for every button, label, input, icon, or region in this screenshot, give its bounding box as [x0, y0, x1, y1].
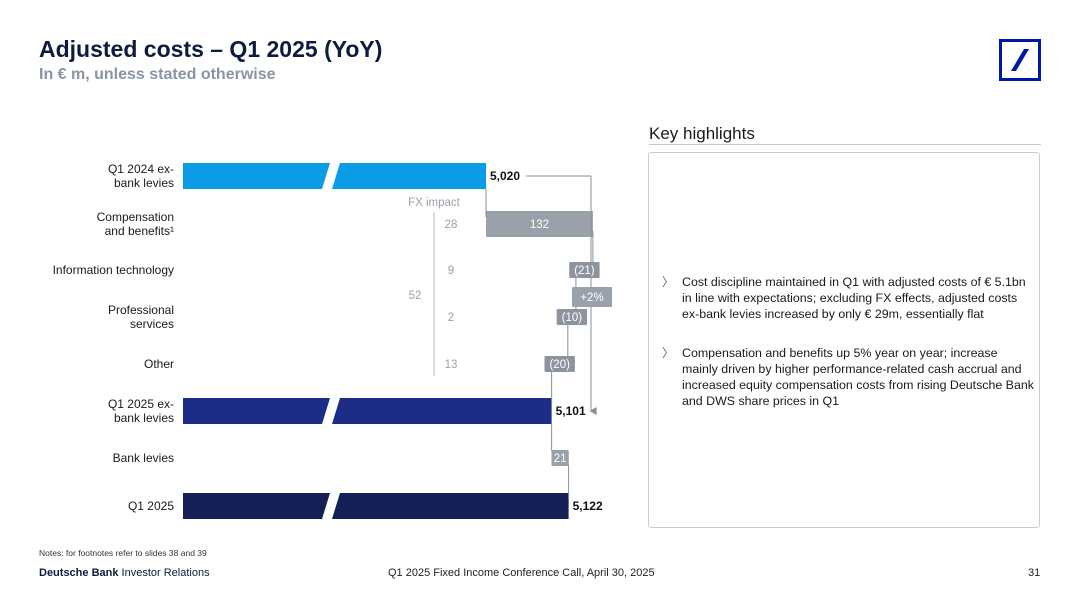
change-badge	[572, 287, 612, 307]
category-label: Compensation	[97, 210, 174, 224]
change-arrow-head	[589, 407, 597, 415]
fx-impact-value: 9	[448, 265, 454, 277]
highlight-text: Compensation and benefits up 5% year on …	[682, 346, 1034, 408]
category-label: and benefits¹	[105, 224, 174, 238]
footer-brand: Deutsche Bank Investor Relations	[39, 567, 210, 579]
category-label: bank levies	[114, 411, 174, 425]
fx-impact-total: 52	[409, 290, 422, 302]
data-label: (20)	[549, 359, 570, 371]
data-label-box	[556, 309, 588, 325]
waterfall-delta-bar	[486, 211, 593, 237]
page-subtitle: In € m, unless stated otherwise	[39, 66, 276, 83]
data-label: 132	[530, 219, 549, 231]
chevron-right-icon: 〉	[662, 346, 675, 360]
category-label: bank levies	[114, 176, 174, 190]
data-label: 5,122	[573, 499, 603, 513]
category-label: services	[130, 317, 174, 331]
data-label: (10)	[562, 312, 583, 324]
footer-brand-suffix: Investor Relations	[118, 567, 210, 579]
fx-impact-value: 28	[445, 219, 458, 231]
data-label-box	[544, 356, 575, 372]
highlight-text: Cost discipline maintained in Q1 with ad…	[682, 275, 1026, 321]
page-title: Adjusted costs – Q1 2025 (YoY)	[39, 36, 383, 62]
data-label-box	[551, 450, 569, 466]
waterfall-total-bar	[183, 398, 552, 424]
key-highlights-box	[648, 152, 1040, 528]
category-label: Q1 2024 ex-	[108, 162, 174, 176]
category-label: Other	[144, 357, 174, 371]
category-label: Professional	[108, 303, 174, 317]
axis-break-mark	[322, 163, 340, 189]
footer-brand-name: Deutsche Bank	[39, 567, 119, 579]
waterfall-total-bar	[183, 493, 569, 519]
key-highlights-divider	[649, 144, 1041, 145]
fx-impact-value: 2	[448, 312, 454, 324]
data-label: 21	[554, 453, 567, 465]
data-label-box	[569, 262, 600, 278]
key-highlights-title: Key highlights	[649, 124, 755, 143]
category-label: Information technology	[53, 263, 174, 277]
deutsche-bank-logo	[999, 39, 1041, 81]
axis-break-mark	[322, 398, 340, 424]
data-label: (21)	[574, 265, 595, 277]
fx-impact-value: 13	[445, 359, 458, 371]
category-label: Q1 2025	[128, 499, 174, 513]
data-label: 5,101	[556, 404, 586, 418]
change-badge-label: +2%	[580, 292, 603, 304]
footnote: Notes: for footnotes refer to slides 38 …	[39, 548, 207, 558]
category-label: Bank levies	[113, 451, 174, 465]
category-label: Q1 2025 ex-	[108, 397, 174, 411]
fx-impact-header: FX impact	[408, 197, 461, 209]
chevron-right-icon: 〉	[662, 275, 675, 289]
data-label: 5,020	[490, 169, 520, 183]
footer-event: Q1 2025 Fixed Income Conference Call, Ap…	[388, 567, 655, 579]
axis-break-mark	[322, 493, 340, 519]
page-number: 31	[1028, 567, 1041, 579]
